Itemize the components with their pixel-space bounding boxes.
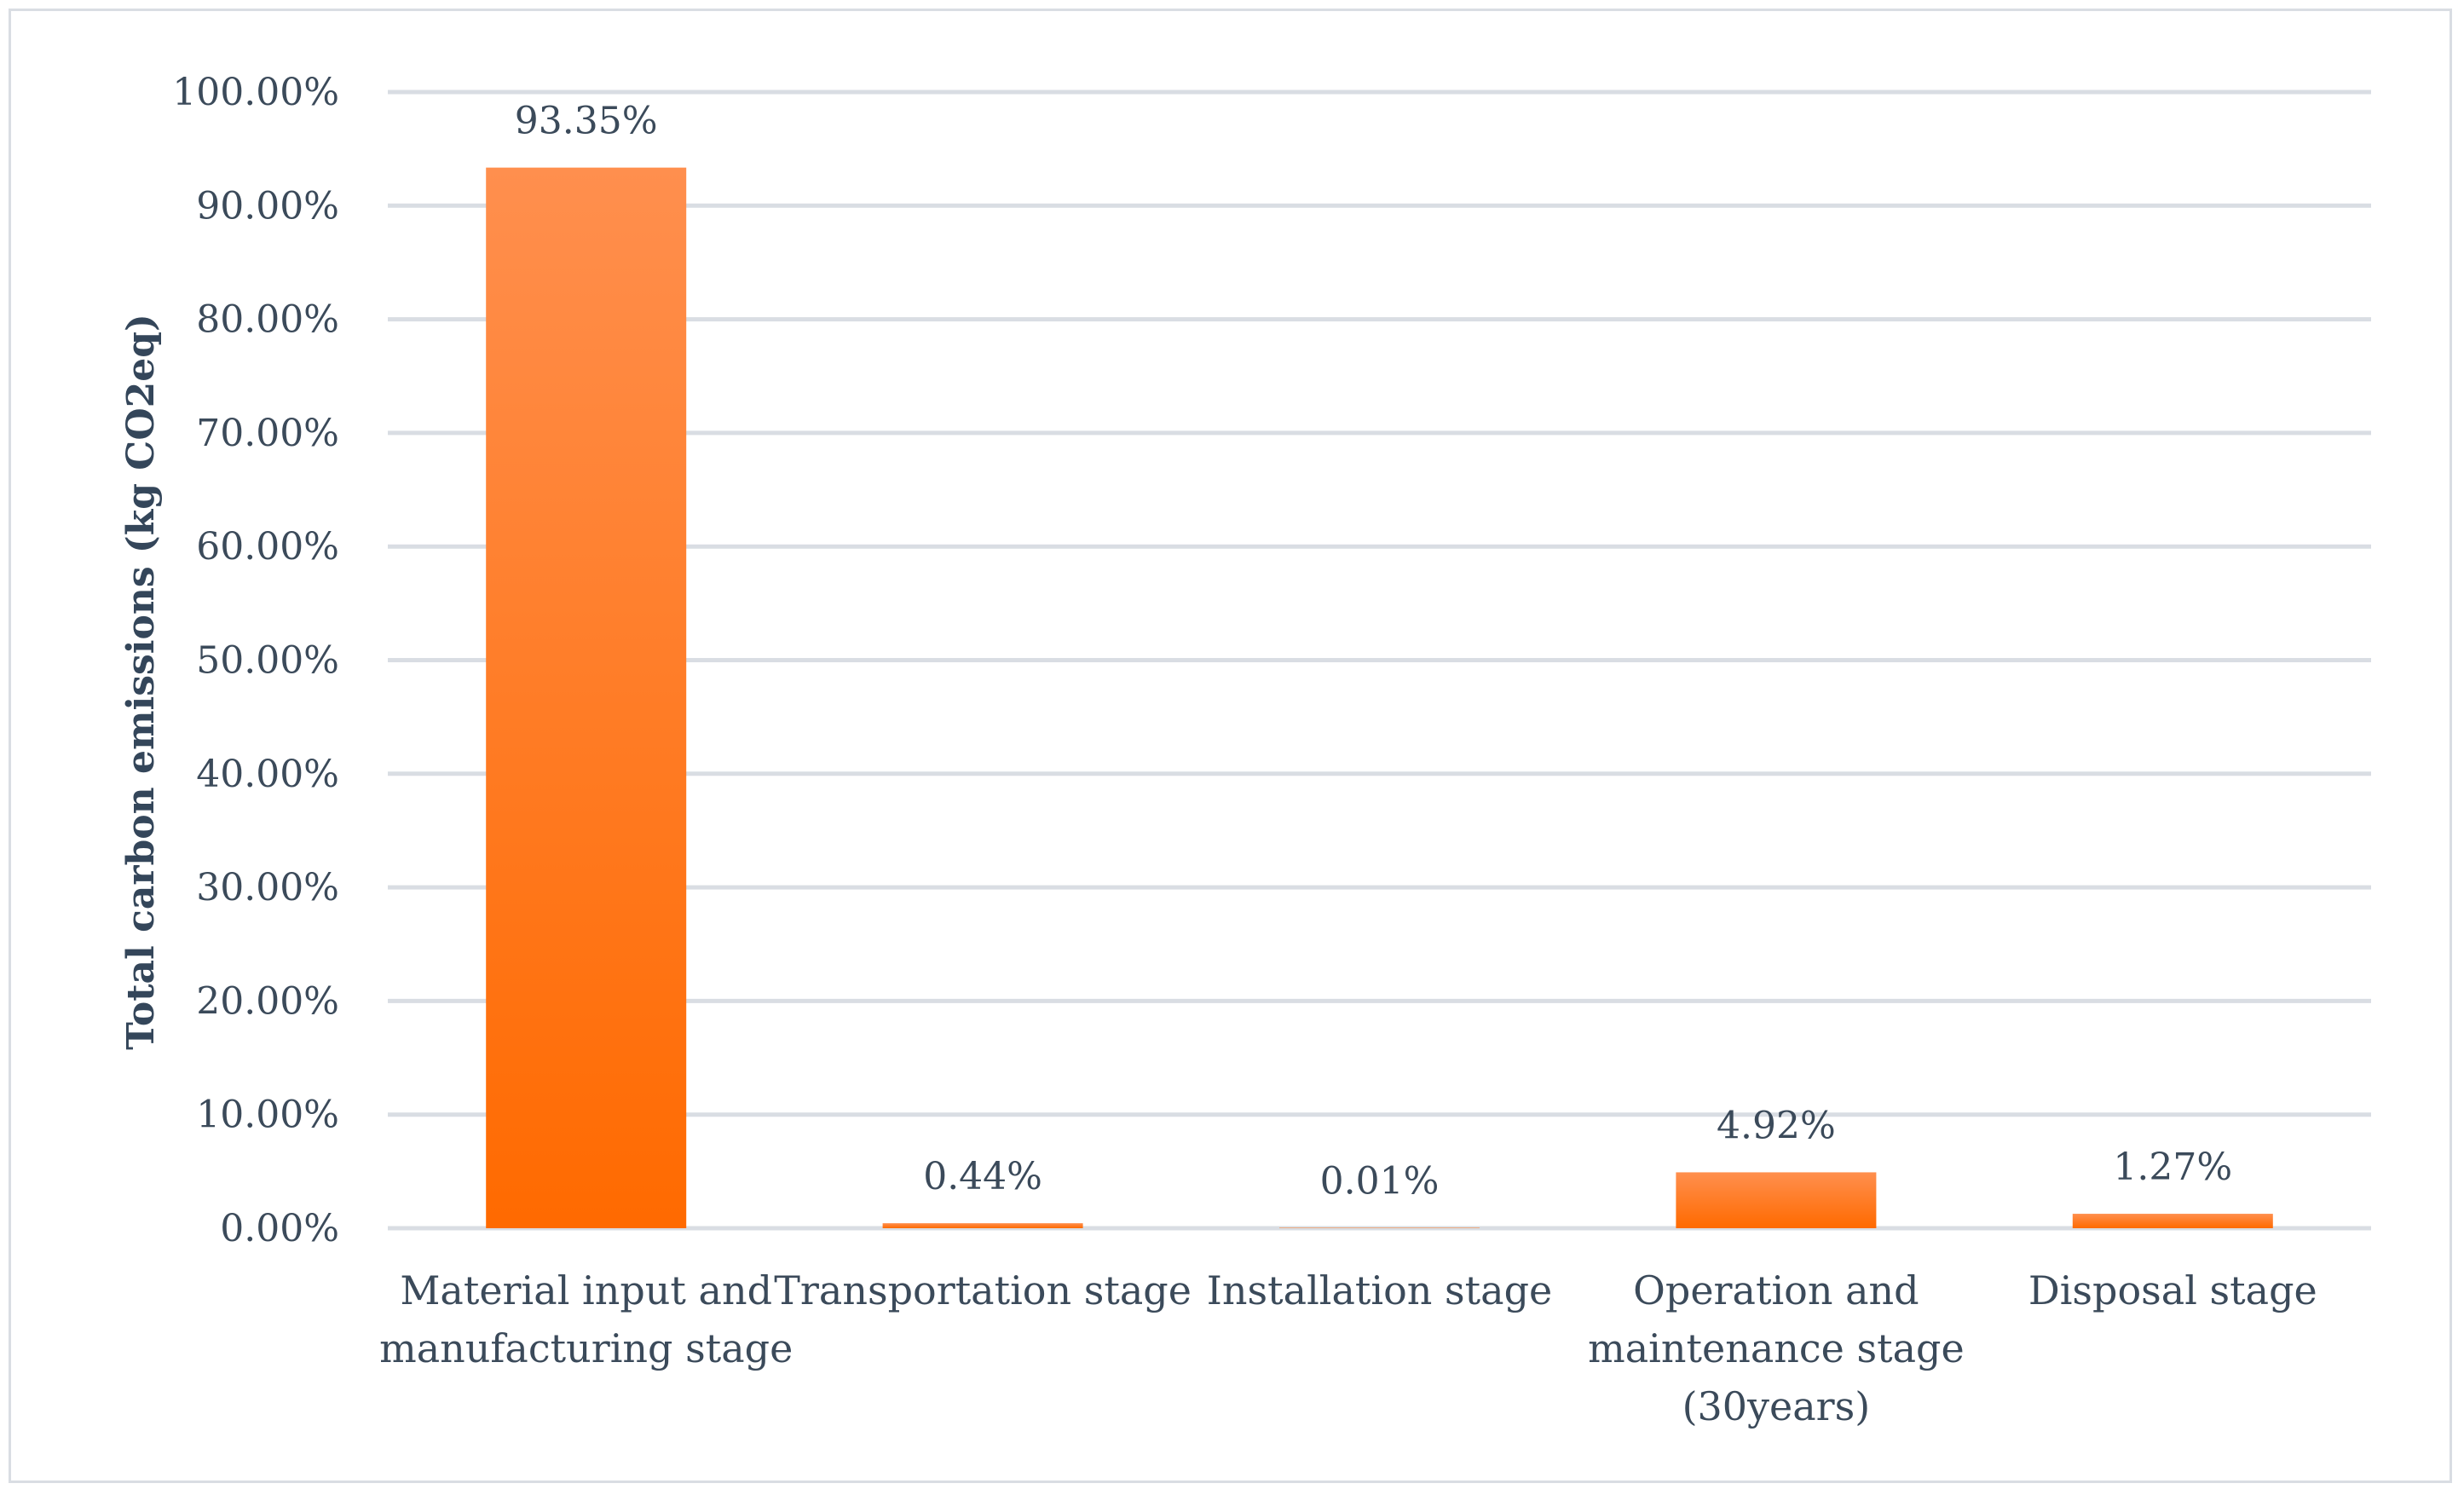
- y-tick-label: 10.00%: [196, 1094, 339, 1137]
- y-tick-label: 100.00%: [172, 71, 339, 114]
- x-category-label: Transportation stage: [774, 1267, 1192, 1313]
- y-axis-ticks: 0.00% 10.00% 20.00% 30.00% 40.00% 50.00% 60.00…: [172, 71, 339, 1250]
- bar: [882, 1223, 1083, 1228]
- x-category-label: Installation stage: [1207, 1267, 1553, 1313]
- bar: [1676, 1172, 1877, 1228]
- x-axis-categories: Material input and manufacturing stageTra…: [379, 1267, 2317, 1429]
- y-tick-label: 30.00%: [196, 866, 339, 909]
- gridlines: [388, 89, 2371, 1231]
- y-tick-label: 50.00%: [196, 639, 339, 683]
- x-category-label: Material input and manufacturing stage: [379, 1267, 793, 1371]
- bar-value-label: 4.92%: [1717, 1104, 1836, 1147]
- y-axis-title: Total carbon emissions (kg CO2eq): [119, 314, 163, 1050]
- bar-value-label: 1.27%: [2113, 1146, 2232, 1189]
- y-tick-label: 0.00%: [220, 1207, 339, 1250]
- y-tick-label: 90.00%: [196, 184, 339, 228]
- y-tick-label: 40.00%: [196, 753, 339, 796]
- y-tick-label: 20.00%: [196, 979, 339, 1023]
- bar: [486, 167, 687, 1228]
- bar: [1279, 1227, 1480, 1228]
- data-labels: 93.35% 0.44% 0.01% 4.92% 1.27%: [515, 100, 2232, 1204]
- bar-value-label: 0.01%: [1320, 1160, 1440, 1204]
- bar: [2072, 1214, 2273, 1228]
- bar-value-label: 0.44%: [923, 1155, 1042, 1198]
- y-tick-label: 60.00%: [196, 525, 339, 569]
- bars: [486, 167, 2273, 1228]
- chart-frame: [9, 9, 2452, 1483]
- x-category-label: Disposal stage: [2028, 1267, 2317, 1313]
- y-tick-label: 80.00%: [196, 298, 339, 342]
- y-tick-label: 70.00%: [196, 412, 339, 455]
- bar-value-label: 93.35%: [515, 100, 658, 143]
- x-category-label: Operation and maintenance stage (30years): [1588, 1267, 1965, 1429]
